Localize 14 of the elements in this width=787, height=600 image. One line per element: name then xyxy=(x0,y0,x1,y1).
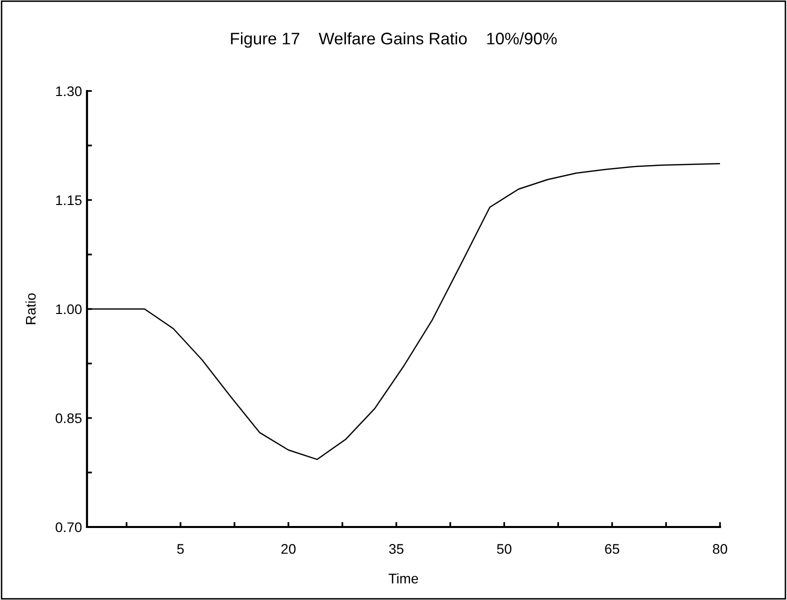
x-tick-label: 80 xyxy=(712,544,728,554)
chart-title: Figure 17 Welfare Gains Ratio 10%/90% xyxy=(231,32,557,48)
x-tick-label: 5 xyxy=(177,544,184,554)
y-tick-label: 1.00 xyxy=(56,304,82,314)
y-tick-label: 0.70 xyxy=(56,522,82,532)
x-axis-title: Time xyxy=(388,573,418,584)
y-axis-title: Ratio xyxy=(25,293,36,324)
y-tick-label: 1.30 xyxy=(56,86,82,96)
x-tick-label: 65 xyxy=(605,544,620,554)
x-tick-label: 20 xyxy=(281,544,296,554)
x-tick-label: 50 xyxy=(497,544,512,554)
y-tick-label: 1.15 xyxy=(56,195,82,206)
y-tick-label: 0.85 xyxy=(56,413,82,424)
x-tick-label: 35 xyxy=(389,544,404,554)
